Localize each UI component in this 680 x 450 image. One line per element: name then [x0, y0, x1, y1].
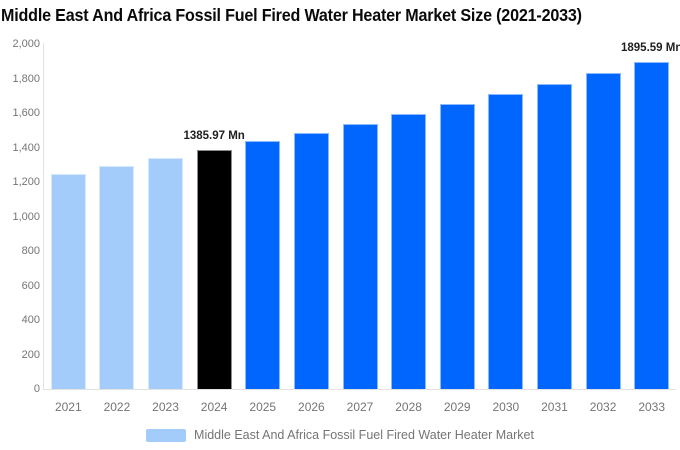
- x-axis-label-2023: 2023: [152, 400, 179, 414]
- bar-2022: [99, 165, 135, 389]
- bar-2027: [342, 123, 378, 389]
- bar-2021: [50, 173, 86, 389]
- y-axis-label: 800: [21, 245, 40, 257]
- x-axis-line: [43, 389, 676, 390]
- chart-title: Middle East And Africa Fossil Fuel Fired…: [1, 5, 582, 25]
- bar-2031: [536, 83, 572, 389]
- x-axis-label-2026: 2026: [298, 400, 325, 414]
- y-axis-label: 1,200: [12, 176, 40, 188]
- y-axis-label: 0: [33, 383, 40, 395]
- x-axis-label-2029: 2029: [443, 400, 471, 414]
- x-axis-label-2024: 2024: [200, 400, 228, 414]
- value-label-2024: 1385.97 Mn: [183, 129, 245, 142]
- bar-2030: [488, 94, 524, 389]
- x-axis-label-2032: 2032: [589, 400, 617, 414]
- bar-2025: [245, 141, 281, 389]
- bar-2026: [293, 132, 329, 389]
- y-axis-label: 400: [21, 314, 40, 326]
- x-axis-label-2028: 2028: [395, 400, 422, 414]
- y-axis-label: 2,000: [12, 38, 40, 50]
- legend-label[interactable]: Middle East And Africa Fossil Fuel Fired…: [194, 428, 534, 442]
- x-axis-label-2033: 2033: [638, 400, 666, 414]
- bar-2029: [439, 104, 475, 389]
- y-axis-label: 200: [21, 348, 40, 361]
- y-axis-line: [43, 43, 44, 390]
- y-axis-label: 1,600: [12, 107, 40, 119]
- bar-2028: [391, 114, 427, 389]
- bar-2033: [634, 62, 670, 389]
- y-axis-label: 1,400: [12, 141, 40, 154]
- x-axis-label-2022: 2022: [103, 400, 131, 414]
- x-axis-label-2027: 2027: [346, 400, 374, 414]
- y-axis-label: 600: [21, 279, 40, 292]
- x-axis-label-2021: 2021: [54, 400, 82, 414]
- x-axis-label-2030: 2030: [492, 400, 520, 414]
- bar-2032: [585, 73, 621, 389]
- bar-2024: [196, 149, 232, 389]
- bar-2023: [148, 158, 184, 389]
- legend: Middle East And Africa Fossil Fuel Fired…: [0, 426, 680, 444]
- x-axis-label-2025: 2025: [249, 400, 277, 414]
- y-axis-label: 1,800: [12, 72, 40, 85]
- legend-swatch[interactable]: [146, 428, 187, 442]
- value-label-2033: 1895.59 Mn: [621, 42, 680, 54]
- y-axis-label: 1,000: [12, 210, 40, 223]
- x-axis-label-2031: 2031: [541, 400, 568, 414]
